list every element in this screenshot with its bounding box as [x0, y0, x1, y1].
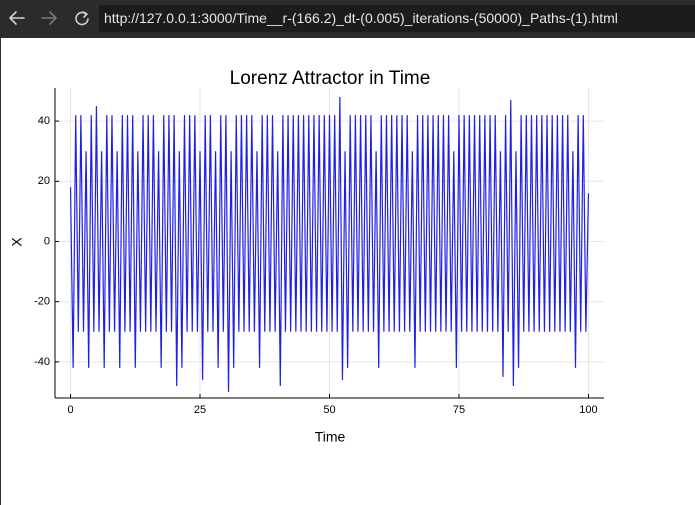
- data-line: [69, 97, 590, 392]
- back-button[interactable]: [9, 11, 25, 25]
- nav-buttons: [9, 11, 89, 26]
- y-tick-label: 0: [44, 235, 50, 247]
- window-edge: [0, 38, 1, 505]
- chart-title: Lorenz Attractor in Time: [230, 68, 431, 89]
- y-axis-label: X: [9, 237, 25, 247]
- reload-button[interactable]: [75, 11, 89, 26]
- browser-toolbar: http://127.0.0.1:3000/Time__r-(166.2)_dt…: [0, 0, 695, 38]
- y-tick-label: -20: [34, 296, 50, 308]
- forward-button[interactable]: [41, 11, 57, 25]
- x-tick-label: 100: [579, 404, 597, 416]
- x-tick-label: 75: [453, 404, 465, 416]
- y-tick-label: 40: [38, 115, 50, 127]
- x-tick-label: 50: [323, 404, 335, 416]
- chart: Lorenz Attractor in Time Time X -40 -20 0 2…: [9, 68, 604, 445]
- x-tick-label: 25: [194, 404, 206, 416]
- x-axis-label: Time: [315, 429, 346, 445]
- y-tick-label: 20: [38, 175, 50, 187]
- url-field[interactable]: http://127.0.0.1:3000/Time__r-(166.2)_dt…: [99, 5, 695, 32]
- y-tick-label: -40: [34, 356, 50, 368]
- x-tick-label: 0: [67, 404, 73, 416]
